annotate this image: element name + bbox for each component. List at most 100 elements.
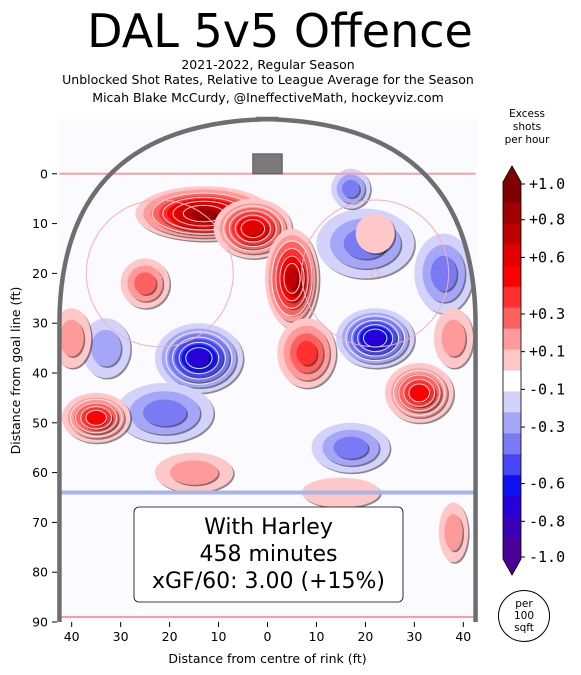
cold-contour — [333, 436, 369, 459]
chart-title: DAL 5v5 Offence — [87, 4, 473, 58]
colorbar-segment — [503, 412, 521, 434]
contour-line — [408, 383, 431, 403]
hot-contour — [409, 384, 430, 402]
hot-contour — [169, 460, 219, 485]
contour-line — [178, 341, 220, 375]
y-axis-label: Distance from goal line (ft) — [8, 287, 23, 455]
colorbar-segment — [503, 244, 521, 267]
cold-contour — [365, 330, 385, 346]
colorbar-bottom-arrow — [503, 559, 521, 575]
colorbar-title: Excess shots per hour — [496, 108, 558, 147]
contour-line — [185, 347, 213, 370]
cold-contour — [342, 179, 360, 198]
x-tick-label: 20 — [162, 629, 178, 644]
y-tick-label: 20 — [32, 266, 48, 281]
faceoff-circle-left — [85, 199, 234, 348]
colorbar-title-line: per hour — [504, 134, 550, 146]
contour-line — [240, 219, 266, 239]
colorbar-tick-label: -0.8 — [529, 512, 565, 530]
y-tick-label: 90 — [32, 615, 48, 630]
goal-net — [252, 153, 283, 175]
contour-line — [172, 336, 226, 380]
colorbar-segment — [503, 265, 521, 288]
contour-line — [403, 378, 436, 407]
cold-contour — [430, 255, 457, 292]
x-tick-label: 40 — [455, 629, 471, 644]
cold-contour — [142, 399, 187, 427]
colorbar-top-arrow — [503, 166, 521, 182]
colorbar-outline — [502, 165, 522, 576]
y-tick-label: 60 — [32, 465, 48, 480]
x-tick-label: 10 — [309, 629, 325, 644]
colorbar-segment — [503, 475, 521, 497]
faceoff-dot — [370, 268, 380, 278]
colorbar-tick-label: +0.1 — [529, 343, 565, 361]
y-tick-label: 70 — [32, 515, 48, 530]
unit-line: sqft — [514, 622, 534, 634]
colorbar-tick-label: -0.3 — [529, 418, 565, 436]
unit-line: 100 — [513, 610, 535, 622]
colorbar-segment — [503, 307, 521, 330]
hot-contour — [286, 267, 298, 289]
hot-contour — [243, 221, 263, 236]
x-tick-label: 30 — [113, 629, 129, 644]
contour-line — [351, 319, 400, 357]
colorbar-segment — [503, 517, 521, 539]
faceoff-circle-right — [301, 199, 450, 348]
hot-contour — [355, 213, 395, 254]
colorbar-tick-label: -0.6 — [529, 475, 565, 493]
contour-line — [75, 402, 118, 434]
hot-contour — [59, 319, 84, 357]
contour-line — [165, 331, 233, 385]
hot-contour — [86, 410, 106, 425]
contour-line — [279, 255, 305, 302]
y-tick-label: 80 — [32, 565, 48, 580]
rink-markings — [57, 116, 478, 622]
contour-line — [222, 205, 283, 252]
hot-contour — [441, 319, 466, 357]
y-tick-label: 50 — [32, 415, 48, 430]
contour-line — [345, 315, 406, 362]
contour-line — [234, 214, 271, 243]
subtitle-season: 2021-2022, Regular Season — [181, 57, 355, 72]
rink-boards — [57, 116, 478, 622]
colorbar-segment — [503, 286, 521, 309]
colorbar-segment — [503, 370, 521, 392]
colorbar-title-line: shots — [512, 121, 542, 133]
contour-line — [228, 210, 277, 247]
colorbar-tick-label: -1.0 — [529, 548, 565, 566]
hot-contour — [296, 340, 317, 366]
hot-contour — [191, 208, 217, 219]
hot-contour — [444, 513, 463, 551]
colorbar-unit-badge: per 100 sqft — [498, 590, 550, 642]
heatmap-contours — [59, 168, 475, 564]
colorbar-segment — [503, 433, 521, 455]
unit-line: per — [515, 598, 533, 610]
contour-line — [393, 370, 446, 416]
y-tick-label: 0 — [40, 166, 48, 181]
colorbar-segment — [503, 328, 521, 351]
colorbar-tick-label: -0.1 — [529, 380, 565, 398]
colorbar: +1.0 +0.8 +0.6 +0.3 +0.1 -0.1 -0.3 -0.6 -0.8 -1.0 — [502, 165, 565, 576]
contour-line — [85, 409, 107, 426]
colorbar-tick-label: +0.8 — [529, 211, 565, 229]
axes: 40 30 20 10 0 10 20 30 40 0 10 20 30 40 50 60 70 80 90 Dist… — [8, 166, 471, 666]
colorbar-segment — [503, 391, 521, 413]
colorbar-segment — [503, 538, 521, 560]
x-tick-label: 0 — [264, 629, 272, 644]
x-tick-label: 10 — [211, 629, 227, 644]
colorbar-tick-label: +0.3 — [529, 305, 565, 323]
contour-line — [271, 240, 313, 317]
y-tick-label: 40 — [32, 365, 48, 380]
colorbar-tick-label: +1.0 — [529, 175, 565, 193]
y-tick-label: 30 — [32, 316, 48, 331]
contour-line — [398, 374, 441, 412]
colorbar-title-line: Excess — [509, 108, 545, 120]
contour-line — [69, 398, 123, 437]
colorbar-segment — [503, 202, 521, 225]
annotation-line: 458 minutes — [199, 542, 337, 567]
contour-line — [283, 262, 301, 294]
y-tick-label: 10 — [32, 216, 48, 231]
